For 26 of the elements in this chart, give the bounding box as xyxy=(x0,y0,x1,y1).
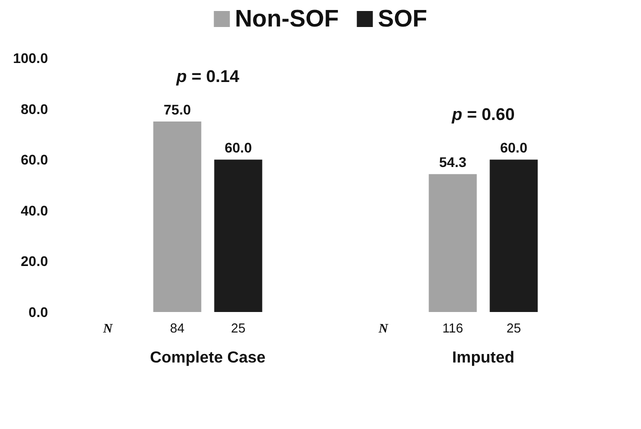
data-label: 60.0 xyxy=(224,140,252,156)
text: N xyxy=(378,320,389,336)
data-label: 54.3 xyxy=(439,154,467,170)
legend-label: Non-SOF xyxy=(234,6,339,32)
bar xyxy=(428,174,477,312)
y-tick-label: 100.0 xyxy=(12,50,48,66)
text: 25 xyxy=(506,320,521,336)
annotation: p = 0.60 xyxy=(450,105,515,124)
text: 84 xyxy=(170,320,184,336)
data-label: 75.0 xyxy=(164,102,192,118)
y-tick-label: 60.0 xyxy=(20,152,48,168)
bar xyxy=(490,160,538,312)
y-tick-label: 0.0 xyxy=(28,304,48,320)
legend-label: SOF xyxy=(378,6,428,32)
data-label: 60.0 xyxy=(500,140,528,156)
text: N xyxy=(102,320,114,336)
x-tick-label: Complete Case xyxy=(150,350,266,366)
annotation: p = 0.14 xyxy=(175,67,240,86)
y-tick-label: 80.0 xyxy=(20,100,48,117)
x-tick-label: Imputed xyxy=(452,350,514,366)
text: 116 xyxy=(442,320,464,336)
bar xyxy=(214,160,262,312)
y-tick-label: 20.0 xyxy=(20,253,48,270)
bar xyxy=(153,122,202,312)
y-tick-label: 40.0 xyxy=(20,202,48,218)
text: 25 xyxy=(231,320,246,336)
